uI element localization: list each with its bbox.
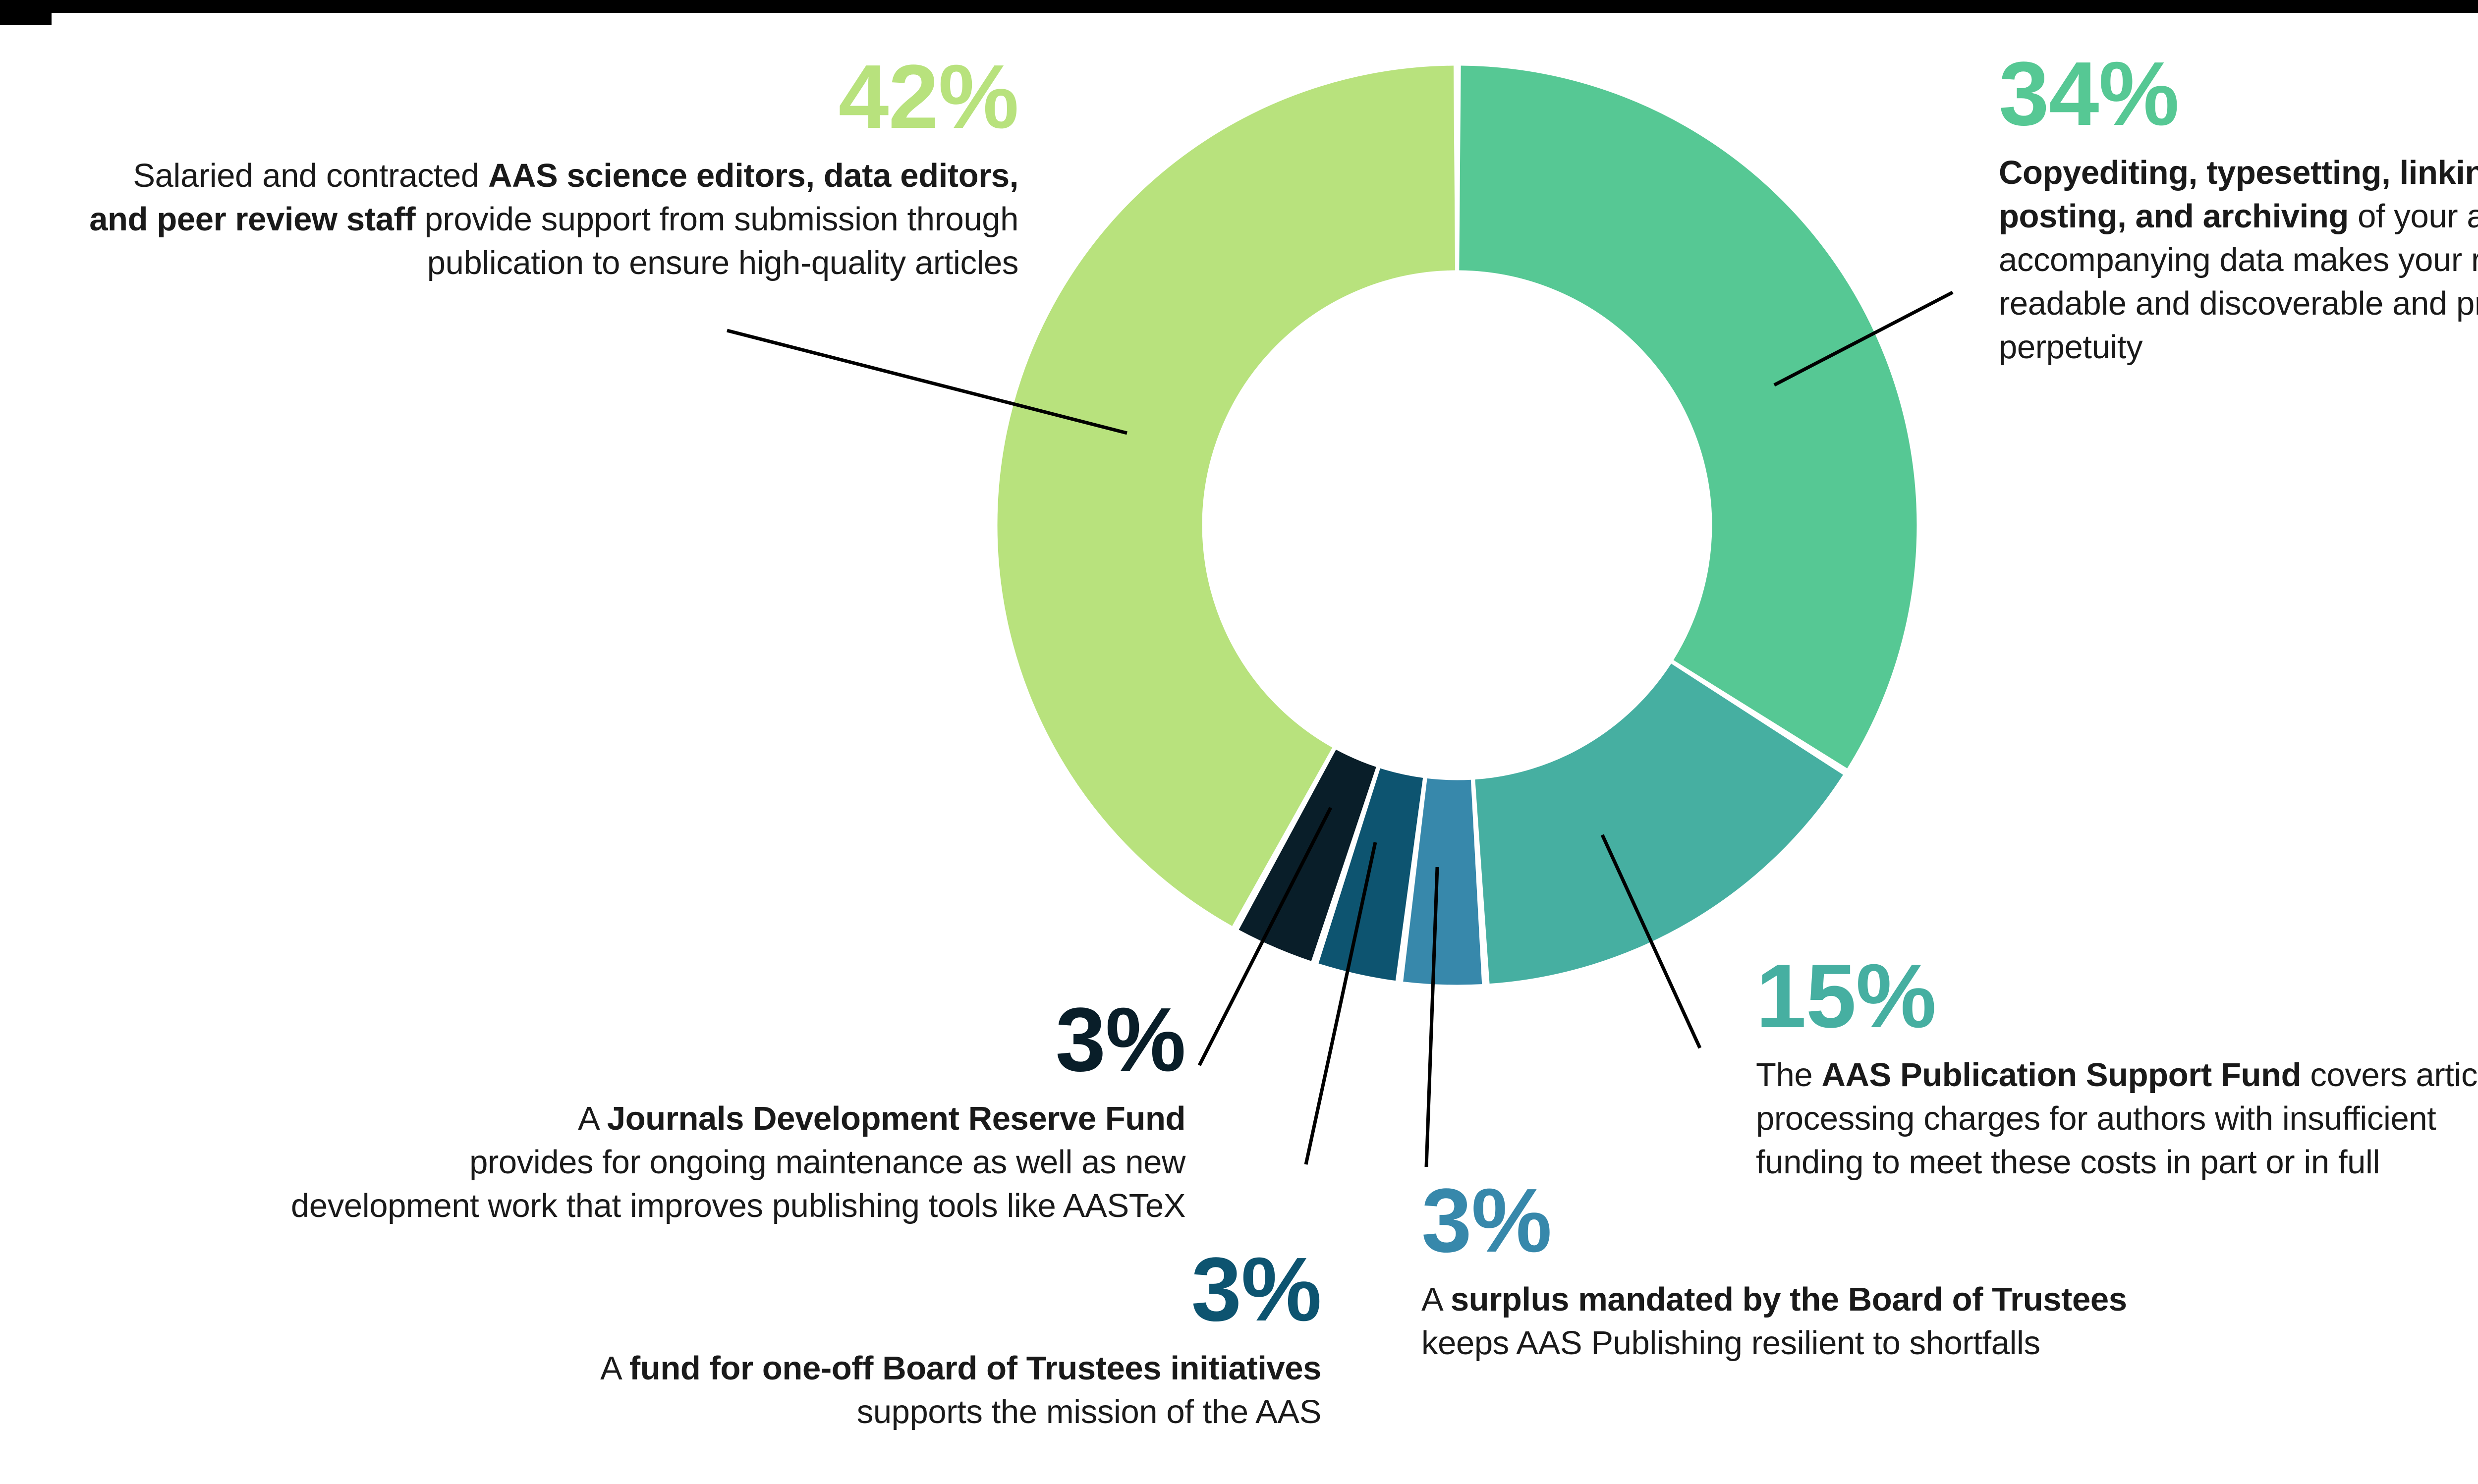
donut-slice	[997, 65, 1917, 985]
desc-text: publication to ensure high-quality artic…	[427, 244, 1019, 281]
desc-line: provides for ongoing maintenance as well…	[291, 1141, 1185, 1184]
leader-line-15-percent	[1600, 834, 1702, 1049]
desc-text: accompanying data makes your research mo…	[1999, 241, 2478, 278]
percent-value-3-surplus: 3%	[1421, 1169, 1552, 1271]
desc-text-emphasis: surplus mandated by the Board of Trustee…	[1450, 1281, 2127, 1318]
callout-3-percent-journals-development-description: A Journals Development Reserve Fund prov…	[291, 1097, 1185, 1228]
desc-line: Copyediting, typesetting, linking and ta…	[1999, 151, 2478, 195]
desc-line: publication to ensure high-quality artic…	[89, 241, 1019, 285]
leader-line-42-percent	[727, 329, 1127, 435]
percent-value-3-one-off-fund: 3%	[1191, 1238, 1322, 1340]
desc-text: keeps AAS Publishing resilient to shortf…	[1421, 1324, 2040, 1362]
desc-text: A	[578, 1100, 607, 1137]
desc-line: Salaried and contracted AAS science edit…	[89, 154, 1018, 198]
desc-text: covers article	[2310, 1056, 2478, 1094]
callout-15-percent-description: The AAS Publication Support Fund covers …	[1756, 1053, 2478, 1184]
callout-15-percent: 15% The AAS Publication Support Fund cov…	[1756, 950, 2478, 1184]
donut-slice	[997, 65, 1917, 985]
desc-line: and peer review staff provide support fr…	[89, 198, 1018, 241]
desc-line: processing charges for authors with insu…	[1756, 1097, 2478, 1141]
percent-value-15: 15%	[1756, 945, 1936, 1046]
desc-line: readable and discoverable and preserves …	[1999, 282, 2478, 326]
callout-3-percent-journals-development: 3% A Journals Development Reserve Fund p…	[291, 989, 1186, 1228]
callout-3-percent-one-off-fund: 3% A fund for one-off Board of Trustees …	[600, 1238, 1322, 1434]
desc-text: processing charges for authors with insu…	[1756, 1100, 2436, 1137]
desc-line: A surplus mandated by the Board of Trust…	[1421, 1278, 2127, 1321]
desc-text-emphasis: and peer review staff	[89, 201, 416, 238]
desc-line: A fund for one-off Board of Trustees ini…	[600, 1347, 1321, 1390]
screenshot-corner-marker	[0, 0, 52, 25]
desc-line: A Journals Development Reserve Fund	[291, 1097, 1185, 1141]
desc-text: A	[1421, 1281, 1451, 1318]
callout-3-percent-one-off-fund-description: A fund for one-off Board of Trustees ini…	[600, 1347, 1321, 1434]
desc-line: development work that improves publishin…	[291, 1184, 1185, 1228]
desc-line: keeps AAS Publishing resilient to shortf…	[1421, 1321, 2127, 1365]
desc-line: funding to meet these costs in part or i…	[1756, 1141, 2478, 1184]
desc-text: development work that improves publishin…	[291, 1187, 1185, 1224]
desc-text: supports the mission of the AAS	[856, 1393, 1322, 1430]
percent-value-34: 34%	[1999, 43, 2179, 144]
desc-text-emphasis: Journals Development Reserve Fund	[607, 1100, 1185, 1137]
desc-text-emphasis: fund for one-off Board of Trustees initi…	[629, 1350, 1322, 1387]
callout-34-percent-description: Copyediting, typesetting, linking and ta…	[1999, 151, 2478, 369]
desc-text: provides for ongoing maintenance as well…	[469, 1144, 1185, 1181]
callout-3-percent-surplus: 3% A surplus mandated by the Board of Tr…	[1421, 1175, 2127, 1365]
leader-line-3-percent-one-off-fund	[1304, 842, 1377, 1165]
desc-text: The	[1756, 1056, 1822, 1094]
leader-line-3-percent-journals-development	[1197, 807, 1333, 1066]
desc-text: perpetuity	[1999, 329, 2143, 366]
desc-text-emphasis: Copyediting, typesetting, linking and ta…	[1999, 154, 2478, 191]
desc-text-emphasis: AAS science editors, data editors,	[488, 157, 1018, 194]
desc-line: supports the mission of the AAS	[600, 1390, 1322, 1434]
callout-42-percent-description: Salaried and contracted AAS science edit…	[89, 154, 1018, 285]
leader-line-34-percent	[1773, 290, 1954, 387]
donut-slice	[997, 65, 1917, 985]
desc-line: The AAS Publication Support Fund covers …	[1756, 1053, 2478, 1097]
callout-42-percent: 42% Salaried and contracted AAS science …	[89, 46, 1019, 285]
desc-text: provide support from submission through	[415, 201, 1019, 238]
desc-text: funding to meet these costs in part or i…	[1756, 1144, 2380, 1181]
desc-text: readable and discoverable and preserves …	[1999, 285, 2478, 322]
desc-line: posting, and archiving of your article a…	[1999, 195, 2478, 238]
percent-value-42: 42%	[838, 46, 1019, 147]
callout-34-percent: 34% Copyediting, typesetting, linking an…	[1999, 48, 2478, 369]
callout-3-percent-surplus-description: A surplus mandated by the Board of Trust…	[1421, 1278, 2127, 1365]
desc-text-emphasis: posting, and archiving	[1999, 198, 2349, 235]
desc-text-emphasis: AAS Publication Support Fund	[1821, 1056, 2302, 1094]
desc-text: A	[600, 1350, 629, 1387]
leader-line-3-percent-surplus	[1424, 867, 1439, 1167]
donut-slices	[997, 65, 1917, 985]
screenshot-top-border	[0, 0, 2478, 13]
leader-lines	[727, 290, 1954, 1167]
desc-line: accompanying data makes your research mo…	[1999, 238, 2478, 282]
desc-text: Salaried and contracted	[133, 157, 489, 194]
desc-text: of your article and	[2358, 198, 2478, 235]
desc-line: perpetuity	[1999, 326, 2478, 369]
percent-value-3-journals-development: 3%	[1055, 989, 1186, 1090]
